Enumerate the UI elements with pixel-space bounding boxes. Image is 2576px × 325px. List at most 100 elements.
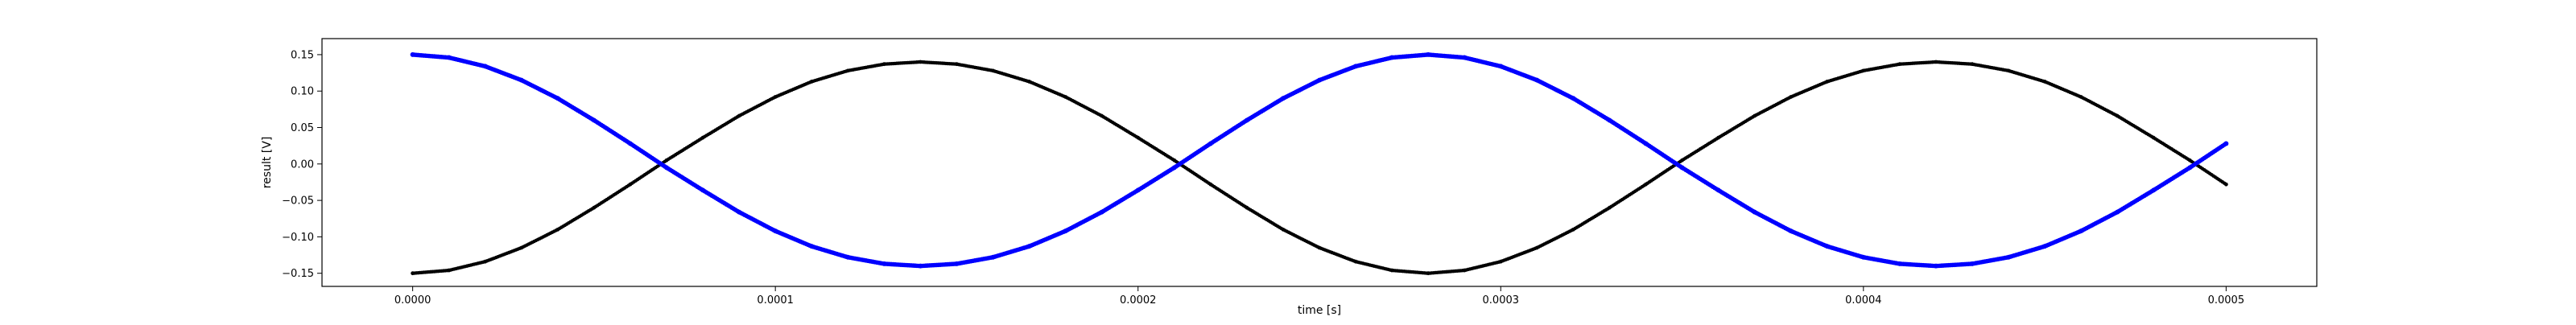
data-point: [1934, 60, 1938, 64]
data-point: [1897, 261, 1902, 266]
data-point: [737, 113, 741, 118]
data-point: [1426, 271, 1430, 276]
data-point: [518, 77, 524, 83]
y-tick-label: 0.00: [291, 158, 314, 171]
series-1: [410, 51, 2229, 269]
data-point: [2223, 182, 2228, 187]
data-point: [1245, 205, 1249, 210]
data-point: [1534, 77, 1540, 83]
data-point: [881, 62, 886, 67]
data-point: [411, 271, 415, 276]
data-point: [919, 60, 923, 64]
data-point: [446, 55, 452, 60]
data-point: [627, 141, 633, 146]
data-point: [809, 80, 814, 84]
data-point: [1933, 263, 1938, 269]
data-point: [700, 187, 706, 193]
data-point: [1498, 259, 1503, 264]
data-point: [1280, 96, 1286, 101]
y-tick-label: −0.15: [282, 268, 314, 280]
data-point: [1063, 95, 1068, 99]
data-point: [1716, 135, 1721, 140]
data-point: [1970, 62, 1975, 67]
data-point: [1860, 254, 1866, 260]
data-point: [1281, 227, 1286, 232]
data-point: [845, 68, 850, 73]
x-tick-label: 0.0003: [1483, 294, 1520, 306]
data-point: [1608, 205, 1612, 210]
data-point: [555, 96, 560, 101]
x-axis-label: time [s]: [1298, 304, 1341, 317]
data-point: [2079, 228, 2084, 234]
data-point: [1426, 51, 1431, 57]
data-point: [2187, 165, 2193, 171]
data-point: [1788, 228, 1794, 234]
data-point: [991, 68, 995, 73]
data-point: [2006, 68, 2011, 73]
data-point: [1136, 135, 1141, 140]
data-point: [2115, 209, 2120, 215]
data-point: [773, 95, 778, 99]
data-point: [447, 268, 452, 273]
data-point: [1571, 96, 1576, 101]
data-point: [2223, 141, 2229, 146]
y-axis-label: result [V]: [261, 137, 274, 189]
x-axis-ticks: 0.0000 0.0001 0.0002 0.0003 0.0004 0.0005: [394, 286, 2244, 306]
data-point: [1027, 80, 1031, 84]
data-point: [2042, 244, 2048, 249]
y-tick-label: −0.10: [282, 232, 314, 244]
data-point: [1135, 187, 1141, 193]
data-point: [2187, 158, 2192, 162]
data-point: [1534, 245, 1539, 250]
data-point: [1462, 55, 1468, 60]
data-point: [1969, 261, 1975, 266]
data-point: [773, 228, 778, 234]
data-point: [2006, 254, 2012, 260]
data-point: [1824, 244, 1830, 249]
data-point: [664, 165, 670, 171]
data-point: [809, 244, 815, 249]
data-point: [1244, 117, 1249, 123]
data-point: [1571, 227, 1575, 232]
y-tick-label: −0.05: [282, 195, 314, 208]
x-tick-label: 0.0005: [2208, 294, 2245, 306]
data-point: [1317, 77, 1322, 83]
data-point: [1680, 158, 1684, 162]
data-point: [1099, 209, 1104, 215]
data-point: [954, 261, 960, 266]
y-tick-label: 0.05: [291, 122, 314, 134]
data-point: [1317, 245, 1322, 250]
data-point: [2151, 187, 2157, 193]
data-point: [1026, 244, 1032, 249]
data-point: [519, 245, 524, 250]
data-point: [1715, 187, 1721, 193]
series-layer: [410, 51, 2229, 276]
y-tick-label: 0.10: [291, 86, 314, 98]
data-point: [664, 158, 669, 162]
data-point: [1897, 62, 1902, 67]
data-point: [845, 254, 851, 260]
series-0-dense-markers: [412, 60, 2227, 275]
data-point: [1607, 117, 1612, 123]
data-point: [1752, 209, 1757, 215]
data-point: [918, 263, 923, 269]
data-point: [2079, 95, 2083, 99]
x-tick-label: 0.0002: [1120, 294, 1157, 306]
data-point: [1389, 55, 1395, 60]
x-tick-label: 0.0001: [757, 294, 794, 306]
data-point: [737, 209, 742, 215]
y-tick-label: 0.15: [291, 49, 314, 61]
data-point: [1172, 158, 1177, 162]
data-point: [1752, 113, 1757, 118]
data-point: [1462, 268, 1467, 273]
data-point: [1389, 268, 1394, 273]
data-point: [482, 64, 488, 69]
data-point: [1063, 228, 1068, 234]
data-point: [1789, 95, 1794, 99]
data-point: [555, 227, 560, 232]
data-point: [483, 259, 488, 264]
data-point: [1353, 259, 1358, 264]
data-point: [1679, 165, 1685, 171]
